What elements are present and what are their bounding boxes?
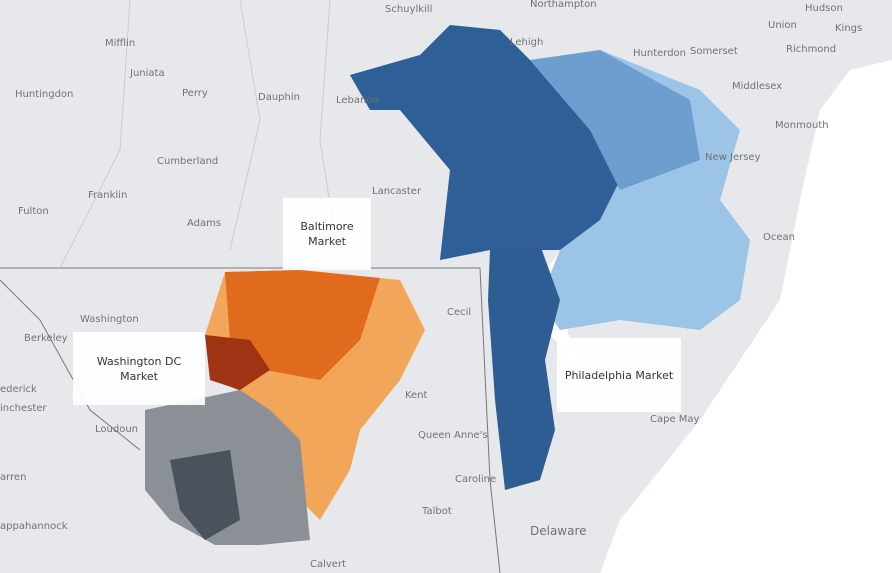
place-label: Berkeley: [24, 333, 68, 344]
place-label: Cecil: [447, 307, 471, 318]
place-label: Mifflin: [105, 38, 135, 49]
place-label: Ocean: [763, 232, 795, 243]
ocean: [600, 60, 892, 573]
place-label: Dauphin: [258, 92, 300, 103]
place-label: Perry: [182, 88, 208, 99]
baltimore-region: [205, 335, 270, 390]
place-label: Fulton: [18, 206, 49, 217]
baltimore-region: [225, 270, 380, 380]
philadelphia-region: [350, 25, 620, 260]
place-label: Lancaster: [372, 186, 422, 197]
place-label: arren: [0, 472, 26, 483]
place-label: Delaware: [530, 524, 587, 538]
place-label: Union: [768, 20, 797, 31]
place-label: Loudoun: [95, 424, 138, 435]
place-label: inchester: [0, 403, 47, 414]
place-label: Kent: [405, 390, 428, 401]
state-border: [0, 267, 501, 573]
market-label: Baltimore Market: [283, 198, 371, 270]
place-label: Washington: [80, 314, 139, 325]
place-label: Lebanon: [336, 95, 379, 106]
place-label: Lehigh: [510, 37, 543, 48]
dc-region: [170, 450, 240, 540]
place-label: Somerset: [690, 46, 738, 57]
market-label: Philadelphia Market: [557, 338, 681, 412]
place-label: Adams: [187, 218, 221, 229]
place-label: Hudson: [805, 3, 843, 14]
place-label: Kings: [835, 23, 862, 34]
place-label: Hunterdon: [633, 48, 686, 59]
state-border: [0, 279, 141, 451]
place-label: Calvert: [310, 559, 346, 570]
place-label: Cape May: [650, 414, 700, 425]
place-label: Monmouth: [775, 120, 829, 131]
place-label: Huntingdon: [15, 89, 73, 100]
place-label: Northampton: [530, 0, 597, 10]
philadelphia-region: [530, 50, 700, 190]
place-label: Franklin: [88, 190, 127, 201]
place-label: Juniata: [129, 68, 165, 79]
place-label: Talbot: [421, 506, 452, 517]
place-label: appahannock: [0, 521, 68, 532]
place-label: New Jersey: [705, 152, 761, 163]
place-label: Cumberland: [157, 156, 218, 167]
philadelphia-region: [488, 245, 560, 490]
place-labels: Schuylkill Northampton Hudson Kings Unio…: [0, 0, 862, 570]
place-label: Middlesex: [732, 81, 782, 92]
place-label: Schuylkill: [385, 4, 432, 15]
market-label: Washington DC Market: [73, 332, 205, 405]
place-label: ederick: [0, 384, 37, 395]
place-label: Queen Anne's: [418, 430, 488, 441]
place-label: Caroline: [455, 474, 496, 485]
place-label: Richmond: [786, 44, 836, 55]
